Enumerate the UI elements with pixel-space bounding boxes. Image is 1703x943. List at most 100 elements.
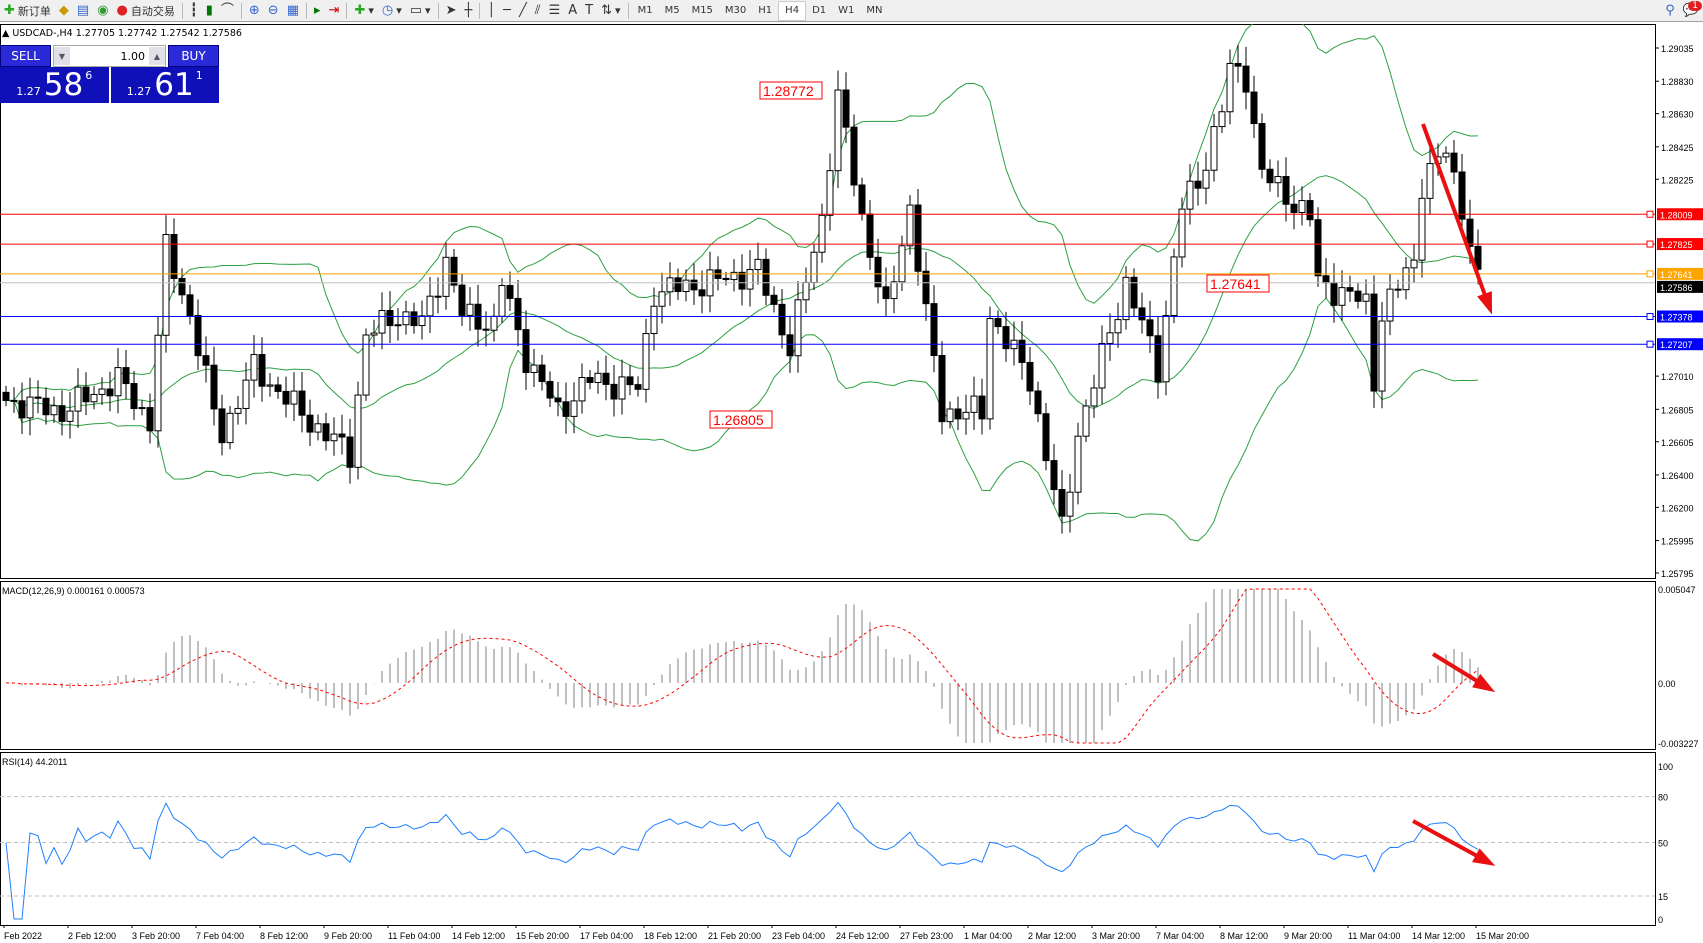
- candle: [418, 300, 426, 340]
- candle-body-bull: [1338, 287, 1346, 306]
- candle-body-bull: [986, 318, 994, 420]
- timeframe-m5[interactable]: M5: [664, 5, 680, 16]
- candle-body-bear: [1042, 413, 1050, 462]
- candle: [834, 70, 842, 189]
- timeframe-w1[interactable]: W1: [838, 5, 855, 16]
- auto-trading-button[interactable]: ● 自动交易: [116, 2, 175, 18]
- candle: [90, 386, 98, 410]
- timeframe-m30[interactable]: M30: [724, 5, 747, 16]
- arrows-button[interactable]: ⇅ ▾: [601, 2, 621, 18]
- fibonacci-button[interactable]: ☰: [545, 1, 565, 21]
- vertical-line-button[interactable]: │: [483, 1, 499, 21]
- line-chart-button[interactable]: ⌒: [217, 1, 238, 21]
- candle-body-bear: [602, 372, 610, 385]
- search-button[interactable]: ⚲: [1661, 1, 1679, 21]
- candle: [1034, 381, 1042, 423]
- candle: [1130, 268, 1138, 317]
- timeframe-d1[interactable]: D1: [812, 5, 827, 16]
- candle: [1178, 197, 1186, 268]
- text-label-icon: T: [585, 2, 594, 18]
- zoom-out-button[interactable]: ⊖: [264, 1, 283, 21]
- time-axis-label: 2 Mar 12:00: [1028, 931, 1076, 941]
- channel-button[interactable]: ⫽: [531, 1, 545, 21]
- candle: [1362, 279, 1370, 315]
- signals-button[interactable]: ◉: [93, 1, 112, 21]
- text-button[interactable]: A: [564, 1, 581, 21]
- price-label-bg: [1657, 280, 1703, 293]
- candle: [738, 254, 746, 306]
- candle-body-bear: [1354, 290, 1362, 302]
- candle: [1266, 159, 1274, 192]
- candle: [370, 319, 378, 347]
- cursor-button[interactable]: ➤: [442, 1, 461, 21]
- candle: [634, 376, 642, 397]
- time-axis-label: 3 Feb 20:00: [132, 931, 180, 941]
- templates-button[interactable]: ▭ ▾: [409, 2, 431, 18]
- candle-body-bull: [250, 354, 258, 381]
- candle: [682, 269, 690, 302]
- candle: [242, 362, 250, 425]
- candle: [618, 359, 626, 415]
- chart-shift-button[interactable]: ⇥: [325, 1, 344, 21]
- candle-body-bull: [1114, 319, 1122, 334]
- sell-button[interactable]: SELL: [0, 45, 51, 67]
- timeframe-m1[interactable]: M1: [637, 5, 653, 16]
- lot-increase-icon[interactable]: ▲: [149, 47, 165, 65]
- timeframe-h4[interactable]: H4: [778, 0, 807, 21]
- timeframe-h1[interactable]: H1: [758, 5, 773, 16]
- time-axis-label: 8 Feb 12:00: [260, 931, 308, 941]
- indicators-button[interactable]: ✚ ▾: [354, 2, 374, 18]
- trend-arrow-main-icon-head: [1477, 291, 1493, 315]
- time-axis-label: 11 Feb 04:00: [388, 931, 440, 941]
- lot-decrease-icon[interactable]: ▼: [54, 47, 70, 65]
- candle: [1074, 422, 1082, 505]
- candle-body-bear: [194, 314, 202, 357]
- candle: [1250, 75, 1258, 139]
- candle: [946, 401, 954, 429]
- autoscroll-button[interactable]: ▸: [310, 1, 325, 21]
- timeframe-mn[interactable]: MN: [866, 5, 883, 16]
- buy-button[interactable]: BUY: [168, 45, 219, 67]
- candle-body-bull: [290, 390, 298, 405]
- new-order-button[interactable]: ✚ 新订单: [4, 2, 51, 18]
- candle-body-bull: [138, 407, 146, 410]
- crosshair-button[interactable]: ┼: [460, 1, 476, 21]
- text-icon: A: [568, 2, 578, 18]
- candle: [954, 396, 962, 431]
- candle-chart-button[interactable]: ▮: [202, 1, 217, 21]
- candle-body-bear: [978, 395, 986, 420]
- candle-body-bear: [610, 383, 618, 400]
- candle-body-bull: [1386, 288, 1394, 322]
- candle-body-bear: [170, 234, 178, 279]
- terminal-button[interactable]: ▤: [73, 1, 93, 21]
- candle-body-bear: [450, 256, 458, 286]
- chart-header: ▲ USDCAD-,H4 1.27705 1.27742 1.27542 1.2…: [2, 28, 242, 39]
- candle-body-bull: [242, 379, 250, 409]
- trendline-button[interactable]: ╱: [515, 1, 531, 21]
- lot-size-input[interactable]: ▼ 1.00 ▲: [53, 45, 166, 67]
- candle-body-bear: [1138, 307, 1146, 321]
- candle-body-bull: [114, 367, 122, 397]
- candle: [1090, 374, 1098, 418]
- candle-body-bear: [346, 436, 354, 468]
- timeframe-m15[interactable]: M15: [691, 5, 713, 16]
- chart-window[interactable]: 1.29035 1.28830 1.28630 1.28425 1.28225 1.270…: [0, 24, 1703, 943]
- periods-button[interactable]: ◷ ▾: [381, 2, 402, 18]
- notifications-button[interactable]: 💬1: [1679, 0, 1703, 21]
- zoom-out-icon: ⊖: [267, 2, 279, 18]
- price-line-handle: [1646, 270, 1654, 278]
- candle: [586, 370, 594, 390]
- candle: [146, 393, 154, 444]
- navigator-button[interactable]: ◆: [55, 1, 73, 21]
- candle: [874, 238, 882, 304]
- candle-body-bull: [1218, 111, 1226, 128]
- macd-label: MACD(12,26,9) 0.000161 0.000573: [2, 586, 145, 596]
- sell-price[interactable]: 1.27 58 6: [0, 67, 109, 103]
- tile-windows-button[interactable]: ▦: [283, 1, 303, 21]
- buy-price[interactable]: 1.27 61 1: [110, 67, 219, 103]
- price-label-bg: [1657, 267, 1703, 280]
- text-label-button[interactable]: T: [581, 1, 597, 21]
- bar-chart-button[interactable]: ┇: [186, 1, 202, 21]
- zoom-in-button[interactable]: ⊕: [245, 1, 264, 21]
- horizontal-line-button[interactable]: ─: [499, 1, 515, 21]
